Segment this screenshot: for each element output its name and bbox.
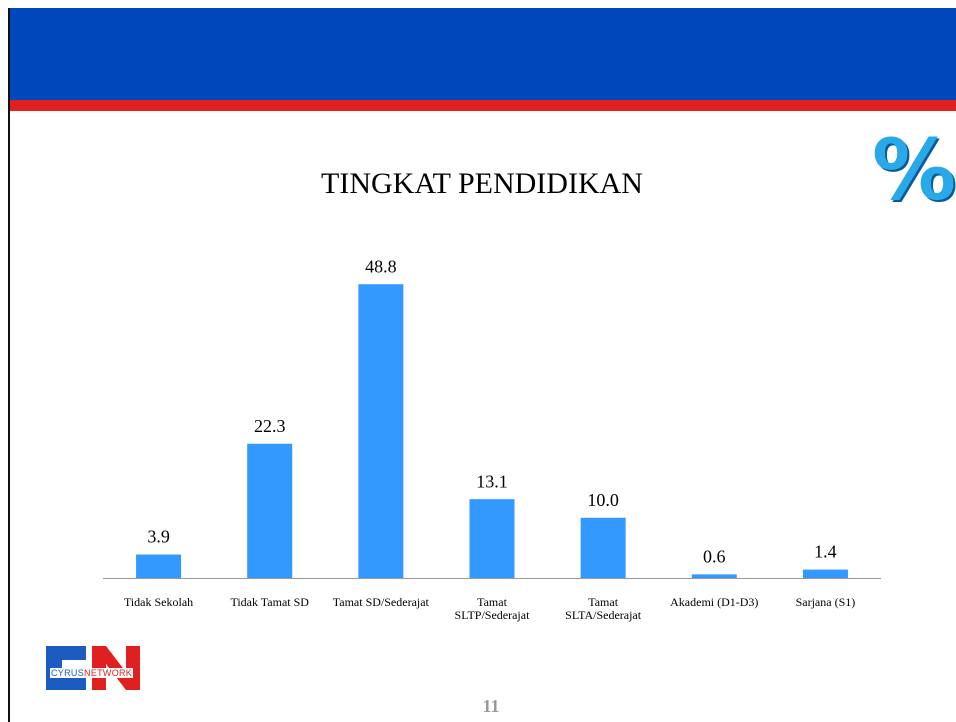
bar [469,499,515,578]
x-tick-label: Akademi (D1-D3) [670,595,759,609]
value-label: 48.8 [365,256,397,276]
value-label: 1.4 [814,542,837,562]
percent-icon: % [872,121,956,219]
bar [580,517,626,578]
x-tick-label: Tidak Tamat SD [230,595,309,609]
value-label: 10.0 [587,490,619,510]
header-stripe [8,100,956,111]
x-tick-label: Tidak Sekolah [123,595,194,609]
logo-text-part: NETWORK [84,668,133,678]
page-number: 11 [482,696,500,716]
logo-text: CYRUSNETWORK [50,668,134,678]
x-tick-label: Tamat SLTP/Sederajat [454,595,530,622]
header-band [8,8,956,100]
chart-title: TINGKAT PENDIDIKAN [321,167,643,200]
bar [358,284,404,578]
bar [136,554,182,578]
value-label: 13.1 [476,471,508,491]
value-label: 0.6 [703,547,726,567]
logo-text-part: CYRUS [51,668,85,678]
bar [691,574,737,578]
x-tick-label: Sarjana (S1) [795,595,856,609]
bar [247,443,293,578]
value-label: 3.9 [147,527,170,547]
x-tick-label: Tamat SLTA/Sederajat [565,595,642,622]
bar [802,569,848,578]
x-tick-label: Tamat SD/Sederajat [332,595,429,609]
value-label: 22.3 [254,416,286,436]
frame-edge [8,8,10,722]
